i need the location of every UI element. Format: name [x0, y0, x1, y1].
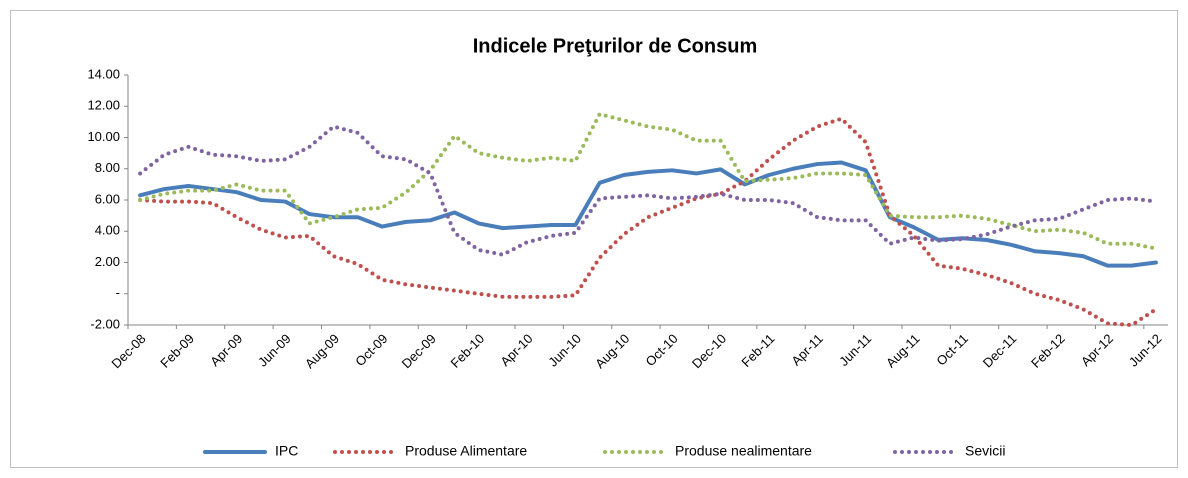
chart-title: Indicele Preţurilor de Consum: [473, 35, 758, 57]
series-line: [138, 111, 1158, 251]
chart-border: [10, 10, 1178, 468]
legend-label: Sevicii: [965, 443, 1005, 459]
legend-label: IPC: [275, 443, 298, 459]
y-tick-label: 10.00: [87, 129, 120, 144]
y-tick-label: 14.00: [87, 66, 120, 81]
series-line: [138, 124, 1158, 257]
y-tick-label: 2.00: [95, 254, 120, 269]
y-tick-label: 4.00: [95, 223, 120, 238]
y-tick-label: 8.00: [95, 160, 120, 175]
legend-label: Produse Alimentare: [405, 443, 527, 459]
y-tick-label: -: [116, 285, 120, 300]
y-tick-label: -2.00: [90, 316, 120, 331]
legend-label: Produse nealimentare: [675, 443, 812, 459]
y-tick-label: 12.00: [87, 98, 120, 113]
series-line: [138, 160, 1158, 268]
series-line: [138, 116, 1158, 328]
y-tick-label: 6.00: [95, 191, 120, 206]
